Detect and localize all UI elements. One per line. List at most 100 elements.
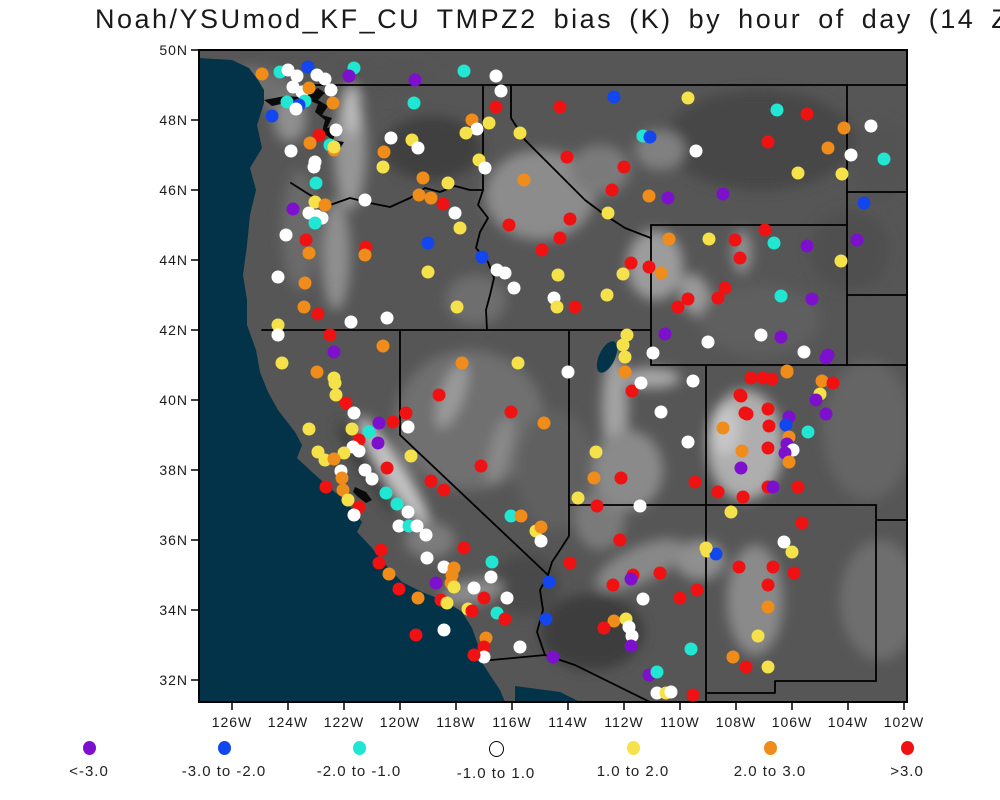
- station-dot: [642, 189, 656, 203]
- station-dot: [800, 107, 814, 121]
- station-dot: [684, 642, 698, 656]
- station-dot: [411, 591, 425, 605]
- station-dot: [484, 570, 498, 584]
- station-dot: [308, 216, 322, 230]
- station-dot: [275, 356, 289, 370]
- station-dot: [744, 371, 758, 385]
- station-dot: [551, 268, 565, 282]
- station-dot: [489, 100, 503, 114]
- station-dot: [779, 418, 793, 432]
- station-dot: [780, 364, 794, 378]
- station-dot: [376, 160, 390, 174]
- station-dot: [795, 516, 809, 530]
- station-dot: [739, 660, 753, 674]
- station-dot: [477, 591, 491, 605]
- station-dot: [407, 96, 421, 110]
- station-dot: [616, 267, 630, 281]
- station-dot: [643, 130, 657, 144]
- station-dot: [699, 541, 713, 555]
- station-dot: [311, 307, 325, 321]
- station-dot: [701, 335, 715, 349]
- station-dot: [477, 640, 491, 654]
- station-dot: [681, 91, 695, 105]
- station-dot: [303, 136, 317, 150]
- station-dot: [358, 193, 372, 207]
- station-dot: [437, 483, 451, 497]
- station-dot: [504, 405, 518, 419]
- station-dot: [377, 145, 391, 159]
- station-dot: [837, 121, 851, 135]
- station-dot: [681, 435, 695, 449]
- station-dot: [690, 583, 704, 597]
- lat-tick-label: 42N: [159, 322, 188, 338]
- station-dot: [537, 416, 551, 430]
- station-dot: [336, 483, 350, 497]
- station-dot: [797, 345, 811, 359]
- station-dot: [761, 402, 775, 416]
- station-dot: [410, 519, 424, 533]
- legend-item: -1.0 to 1.0: [421, 741, 571, 782]
- station-dot: [329, 123, 343, 137]
- station-dot: [614, 471, 628, 485]
- station-dot: [284, 144, 298, 158]
- station-dot: [761, 600, 775, 614]
- station-dot: [432, 388, 446, 402]
- station-dot: [762, 419, 776, 433]
- lon-tick-label: 122W: [324, 714, 365, 730]
- station-dot: [774, 289, 788, 303]
- station-dot: [634, 376, 648, 390]
- station-dot: [500, 591, 514, 605]
- station-dot: [475, 250, 489, 264]
- station-dot: [399, 406, 413, 420]
- station-dot: [447, 580, 461, 594]
- station-dot: [654, 405, 668, 419]
- station-dot: [761, 135, 775, 149]
- station-dot: [347, 406, 361, 420]
- station-dot: [307, 160, 321, 174]
- station-dot: [271, 328, 285, 342]
- station-dot: [290, 69, 304, 83]
- station-dot: [339, 396, 353, 410]
- station-dot: [271, 270, 285, 284]
- station-dot: [597, 621, 611, 635]
- station-dot: [587, 471, 601, 485]
- legend-item: >3.0: [832, 741, 982, 780]
- station-dot: [511, 356, 525, 370]
- station-dot: [734, 461, 748, 475]
- station-dot: [453, 221, 467, 235]
- station-dot: [362, 425, 376, 439]
- lat-tick-label: 40N: [159, 392, 188, 408]
- station-dot: [620, 328, 634, 342]
- legend-item: -3.0 to -2.0: [149, 741, 299, 780]
- pacific-ocean: [199, 58, 505, 702]
- station-dot: [376, 339, 390, 353]
- station-dot: [324, 83, 338, 97]
- lon-tick-label: 124W: [268, 714, 309, 730]
- station-dot: [618, 350, 632, 364]
- station-dot: [457, 64, 471, 78]
- station-dot: [686, 374, 700, 388]
- lat-tick-label: 36N: [159, 532, 188, 548]
- station-dot: [390, 497, 404, 511]
- station-dot: [664, 685, 678, 699]
- station-dot: [424, 474, 438, 488]
- station-dot: [327, 452, 341, 466]
- station-dot: [302, 246, 316, 260]
- station-dot: [809, 393, 823, 407]
- station-dot: [329, 388, 343, 402]
- station-dot: [379, 486, 393, 500]
- station-dot: [534, 534, 548, 548]
- station-dot: [770, 103, 784, 117]
- station-dot: [352, 444, 366, 458]
- station-dot: [534, 520, 548, 534]
- lat-tick-label: 34N: [159, 602, 188, 618]
- station-dot: [371, 436, 385, 450]
- station-dot: [404, 449, 418, 463]
- station-dot: [857, 196, 871, 210]
- lon-tick-label: 108W: [716, 714, 757, 730]
- station-dot: [429, 576, 443, 590]
- station-dot: [485, 555, 499, 569]
- station-dot: [646, 346, 660, 360]
- lon-tick-label: 118W: [436, 714, 476, 730]
- station-dot: [815, 374, 829, 388]
